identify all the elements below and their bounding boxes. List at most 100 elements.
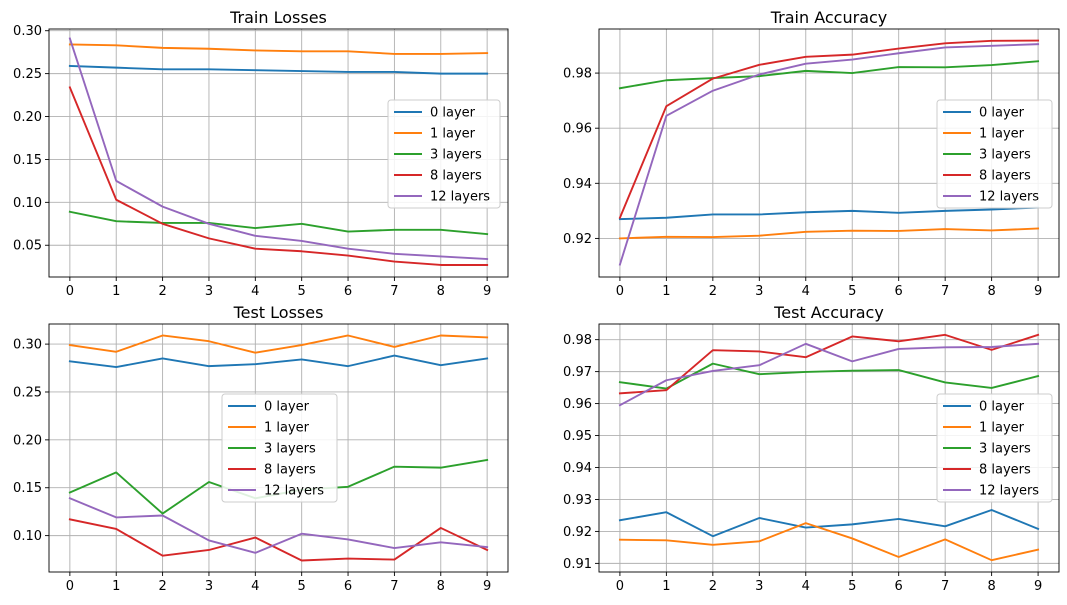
- y-tick-label: 0.93: [563, 493, 592, 508]
- series-line-0-layer: [68, 354, 489, 369]
- series-line-8-layers: [68, 86, 489, 266]
- series-line-1-layer: [68, 334, 489, 354]
- legend-label-8-layers: 8 layers: [430, 169, 482, 184]
- legend-label-12-layers: 12 layers: [979, 484, 1039, 499]
- y-tick-label: 0.94: [563, 177, 592, 192]
- x-tick-label: 2: [709, 579, 717, 594]
- x-tick-label: 4: [251, 284, 259, 299]
- x-tick-label: 9: [483, 579, 491, 594]
- y-tick-label: 0.92: [563, 525, 592, 540]
- x-tick-label: 8: [987, 284, 995, 299]
- y-tick-label: 0.96: [563, 397, 592, 412]
- series-line-12-layers: [68, 497, 489, 554]
- x-tick-label: 6: [344, 579, 352, 594]
- x-tick-label: 3: [205, 284, 213, 299]
- train-accuracy-series: [618, 39, 1040, 266]
- x-tick-label: 6: [895, 284, 903, 299]
- x-tick-label: 7: [390, 579, 398, 594]
- test-losses-chart: Test Losses 0 1 2 3 4 5 6 7 8 9 0.10 0.15 0.20 0.25 0.3…: [13, 303, 509, 594]
- test-losses-legend: 0 layer 1 layer 3 layers 8 layers 12 layers: [221, 393, 338, 503]
- series-line-8-layers: [68, 518, 489, 562]
- series-line-12-layers: [68, 37, 489, 260]
- series-line-12-layers: [618, 342, 1040, 407]
- x-tick-label: 1: [112, 284, 120, 299]
- test-losses-y-axis: 0.10 0.15 0.20 0.25 0.30: [13, 338, 49, 544]
- y-tick-label: 0.10: [13, 196, 42, 211]
- train-losses-y-axis: 0.05 0.10 0.15 0.20 0.25 0.30: [13, 24, 49, 254]
- legend-label-12-layers: 12 layers: [979, 190, 1039, 205]
- series-line-0-layer: [618, 206, 1040, 221]
- x-tick-label: 2: [158, 284, 166, 299]
- x-tick-label: 2: [709, 284, 717, 299]
- legend-label-0-layer: 0 layer: [979, 400, 1025, 415]
- x-tick-label: 9: [1034, 579, 1042, 594]
- x-tick-label: 1: [662, 579, 670, 594]
- test-losses-plot-frame: [48, 323, 509, 573]
- legend-label-0-layer: 0 layer: [264, 400, 310, 415]
- series-line-3-layers: [68, 210, 489, 236]
- legend-label-8-layers: 8 layers: [979, 169, 1031, 184]
- test-accuracy-legend: 0 layer 1 layer 3 layers 8 layers 12 layers: [936, 393, 1053, 503]
- y-tick-label: 0.05: [13, 239, 42, 254]
- x-tick-label: 4: [802, 579, 810, 594]
- legend-label-1-layer: 1 layer: [430, 127, 476, 142]
- x-tick-label: 7: [941, 284, 949, 299]
- y-tick-label: 0.30: [13, 24, 42, 39]
- series-line-0-layer: [68, 64, 489, 75]
- legend-label-3-layers: 3 layers: [264, 442, 316, 457]
- y-tick-label: 0.15: [13, 481, 42, 496]
- test-accuracy-plot-frame: [598, 323, 1060, 573]
- legend-label-0-layer: 0 layer: [430, 106, 476, 121]
- y-tick-label: 0.98: [563, 67, 592, 82]
- y-tick-label: 0.94: [563, 461, 592, 476]
- test-losses-x-axis: 0 1 2 3 4 5 6 7 8 9: [66, 572, 491, 594]
- x-tick-label: 3: [755, 579, 763, 594]
- series-line-1-layer: [618, 227, 1040, 240]
- x-tick-label: 0: [616, 284, 624, 299]
- legend-label-3-layers: 3 layers: [979, 442, 1031, 457]
- x-tick-label: 5: [848, 579, 856, 594]
- y-tick-label: 0.91: [563, 557, 592, 572]
- train-accuracy-legend: 0 layer 1 layer 3 layers 8 layers 12 layers: [936, 99, 1053, 209]
- x-tick-label: 7: [390, 284, 398, 299]
- train-losses-plot-frame: [48, 28, 509, 278]
- legend-label-3-layers: 3 layers: [979, 148, 1031, 163]
- x-tick-label: 0: [616, 579, 624, 594]
- x-tick-label: 4: [251, 579, 259, 594]
- series-line-8-layers: [618, 333, 1040, 395]
- train-losses-title: Train Losses: [229, 8, 327, 27]
- x-tick-label: 1: [662, 284, 670, 299]
- legend-frame: [936, 393, 1053, 503]
- legend-label-12-layers: 12 layers: [264, 484, 324, 499]
- test-losses-title: Test Losses: [233, 303, 324, 322]
- x-tick-label: 9: [1034, 284, 1042, 299]
- legend-label-1-layer: 1 layer: [979, 127, 1025, 142]
- x-tick-label: 3: [205, 579, 213, 594]
- y-tick-label: 0.25: [13, 67, 42, 82]
- test-accuracy-series: [618, 333, 1040, 562]
- y-tick-label: 0.92: [563, 232, 592, 247]
- train-accuracy-chart: Train Accuracy 0 1 2 3 4 5 6 7 8 9 0.92 0.94 0.96 0.98…: [563, 8, 1060, 299]
- y-tick-label: 0.97: [563, 365, 592, 380]
- y-tick-label: 0.95: [563, 429, 592, 444]
- y-tick-label: 0.98: [563, 333, 592, 348]
- series-line-0-layer: [618, 509, 1040, 538]
- train-accuracy-plot-frame: [598, 28, 1060, 278]
- series-line-12-layers: [618, 43, 1040, 266]
- x-tick-label: 8: [987, 579, 995, 594]
- legend-label-0-layer: 0 layer: [979, 106, 1025, 121]
- x-tick-label: 5: [848, 284, 856, 299]
- legend-label-12-layers: 12 layers: [430, 190, 490, 205]
- train-losses-legend: 0 layer 1 layer 3 layers 8 layers 12 layers: [387, 99, 501, 209]
- y-tick-label: 0.96: [563, 122, 592, 137]
- legend-label-8-layers: 8 layers: [979, 463, 1031, 478]
- test-accuracy-x-axis: 0 1 2 3 4 5 6 7 8 9: [616, 572, 1042, 594]
- x-tick-label: 9: [483, 284, 491, 299]
- legend-frame: [221, 393, 338, 503]
- y-tick-label: 0.20: [13, 433, 42, 448]
- train-accuracy-x-axis: 0 1 2 3 4 5 6 7 8 9: [616, 277, 1042, 299]
- legend-label-1-layer: 1 layer: [979, 421, 1025, 436]
